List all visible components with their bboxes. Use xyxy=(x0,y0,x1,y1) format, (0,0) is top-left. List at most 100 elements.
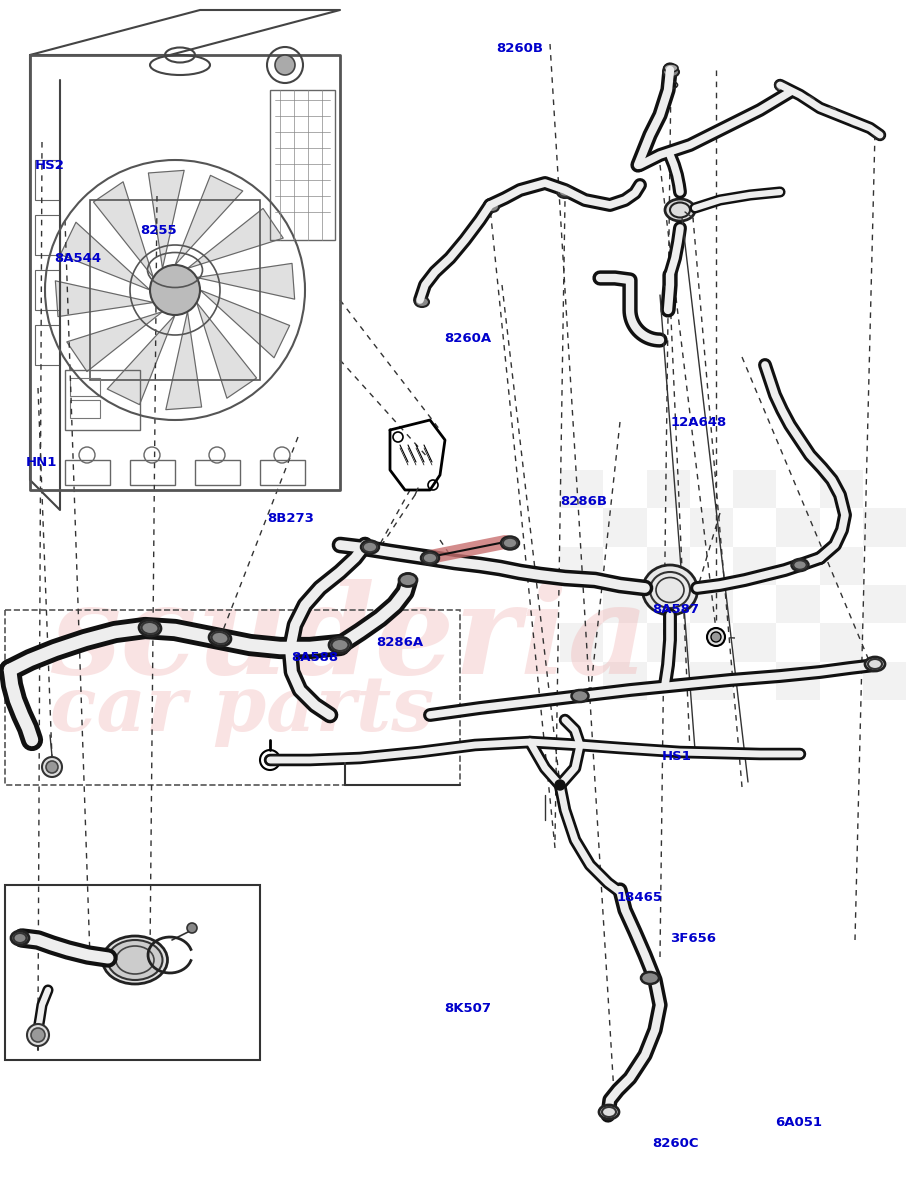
Circle shape xyxy=(150,265,200,314)
Bar xyxy=(689,509,733,547)
Text: HS2: HS2 xyxy=(34,160,64,172)
Polygon shape xyxy=(61,222,150,290)
Text: HN1: HN1 xyxy=(25,456,57,468)
Polygon shape xyxy=(175,175,243,265)
Ellipse shape xyxy=(664,64,678,72)
Bar xyxy=(70,400,100,418)
Circle shape xyxy=(187,923,197,934)
Bar xyxy=(560,470,603,509)
Text: 8260A: 8260A xyxy=(444,332,491,344)
Text: 8B273: 8B273 xyxy=(267,512,314,524)
Text: 8260C: 8260C xyxy=(652,1138,699,1150)
Bar xyxy=(820,470,863,509)
Polygon shape xyxy=(107,314,175,404)
Ellipse shape xyxy=(665,199,695,221)
Circle shape xyxy=(27,1024,49,1046)
Polygon shape xyxy=(197,263,294,299)
Bar xyxy=(560,547,603,584)
Circle shape xyxy=(42,757,62,778)
Ellipse shape xyxy=(415,296,429,307)
Ellipse shape xyxy=(329,637,351,653)
Ellipse shape xyxy=(11,931,29,946)
Circle shape xyxy=(707,628,725,646)
Bar xyxy=(776,584,820,623)
Text: 12A648: 12A648 xyxy=(670,416,727,428)
Bar xyxy=(863,661,906,700)
Circle shape xyxy=(711,632,721,642)
Ellipse shape xyxy=(209,630,231,646)
Bar xyxy=(195,460,240,485)
Bar xyxy=(776,509,820,547)
Bar xyxy=(130,460,175,485)
Ellipse shape xyxy=(642,565,698,614)
Polygon shape xyxy=(166,312,202,409)
Bar xyxy=(90,200,260,380)
Circle shape xyxy=(555,780,565,790)
Ellipse shape xyxy=(663,67,679,77)
Bar xyxy=(5,886,260,1060)
Text: 8260B: 8260B xyxy=(496,42,544,54)
Ellipse shape xyxy=(421,552,439,564)
Text: 8A588: 8A588 xyxy=(292,652,339,664)
Bar xyxy=(863,584,906,623)
Bar xyxy=(733,547,776,584)
Ellipse shape xyxy=(269,756,281,764)
Circle shape xyxy=(46,761,58,773)
Polygon shape xyxy=(149,170,184,269)
Bar xyxy=(65,370,140,430)
Ellipse shape xyxy=(792,559,808,571)
Text: 8286B: 8286B xyxy=(560,496,607,508)
Bar xyxy=(776,661,820,700)
Bar xyxy=(35,160,60,200)
Ellipse shape xyxy=(641,972,659,984)
Bar xyxy=(603,509,647,547)
Ellipse shape xyxy=(102,936,168,984)
Ellipse shape xyxy=(865,658,885,671)
Polygon shape xyxy=(93,182,153,277)
Ellipse shape xyxy=(872,130,884,139)
Text: scuderia: scuderia xyxy=(50,580,649,701)
Ellipse shape xyxy=(599,1105,619,1118)
Bar xyxy=(733,470,776,509)
Bar xyxy=(65,460,110,485)
Text: HS1: HS1 xyxy=(661,750,691,762)
Ellipse shape xyxy=(361,540,379,553)
Ellipse shape xyxy=(775,82,789,92)
Polygon shape xyxy=(197,302,256,398)
Bar xyxy=(733,623,776,661)
Bar xyxy=(70,378,100,396)
Bar xyxy=(689,661,733,700)
Polygon shape xyxy=(67,312,162,372)
Text: 8286A: 8286A xyxy=(376,636,423,648)
Text: 8A544: 8A544 xyxy=(54,252,101,264)
Bar xyxy=(35,270,60,310)
Bar xyxy=(35,215,60,254)
Bar xyxy=(260,460,305,485)
Bar xyxy=(863,509,906,547)
Ellipse shape xyxy=(399,574,417,587)
Bar xyxy=(5,610,460,785)
Text: 8255: 8255 xyxy=(140,224,177,236)
Bar xyxy=(35,325,60,365)
Text: 8A587: 8A587 xyxy=(652,604,699,616)
Bar xyxy=(647,547,689,584)
Text: 6A051: 6A051 xyxy=(775,1116,822,1128)
Bar xyxy=(647,470,689,509)
Circle shape xyxy=(275,55,295,74)
Bar xyxy=(603,584,647,623)
Bar xyxy=(689,584,733,623)
Bar xyxy=(603,661,647,700)
Ellipse shape xyxy=(572,690,589,702)
Polygon shape xyxy=(200,290,290,358)
Bar xyxy=(560,623,603,661)
Text: 3F656: 3F656 xyxy=(670,932,717,944)
Bar xyxy=(270,90,335,240)
Polygon shape xyxy=(55,281,153,317)
Text: 18465: 18465 xyxy=(616,892,662,904)
Text: 8K507: 8K507 xyxy=(444,1002,491,1014)
Ellipse shape xyxy=(139,620,161,636)
Circle shape xyxy=(31,1028,45,1042)
Ellipse shape xyxy=(485,202,499,212)
Polygon shape xyxy=(188,209,284,269)
Ellipse shape xyxy=(501,536,519,550)
